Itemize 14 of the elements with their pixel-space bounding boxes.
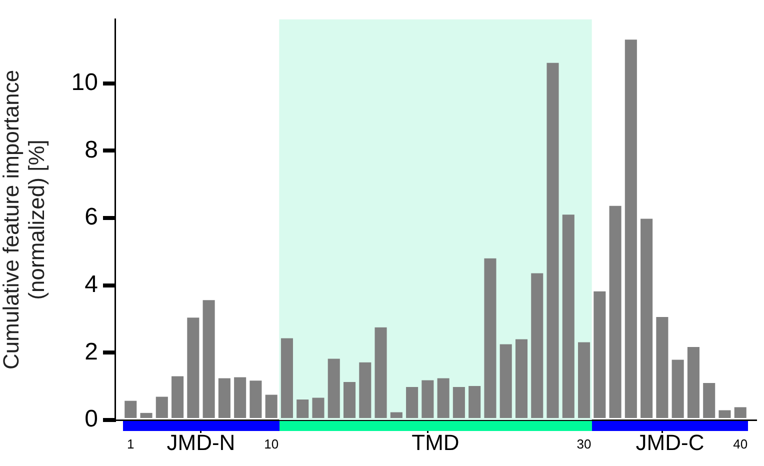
y-tick-label: 4 (84, 270, 98, 298)
band-label: TMD (412, 430, 460, 456)
y-tick-label: 0 (84, 406, 98, 433)
y-tick-label: 2 (84, 338, 98, 366)
y-tick-label: 10 (71, 68, 98, 96)
y-axis-title: Cumulative feature importance (normalized) [%] (0, 70, 50, 370)
y-tick-label: 6 (84, 204, 98, 231)
text: JMD-N (166, 430, 236, 456)
x-tick-label: 30 (576, 436, 592, 452)
x-tick-label: 1 (127, 436, 134, 452)
x-tick-label: 40 (733, 436, 748, 452)
y-tick-label: 8 (84, 136, 98, 164)
text: JMD-C (636, 430, 704, 456)
x-tick-label: 10 (264, 436, 279, 452)
